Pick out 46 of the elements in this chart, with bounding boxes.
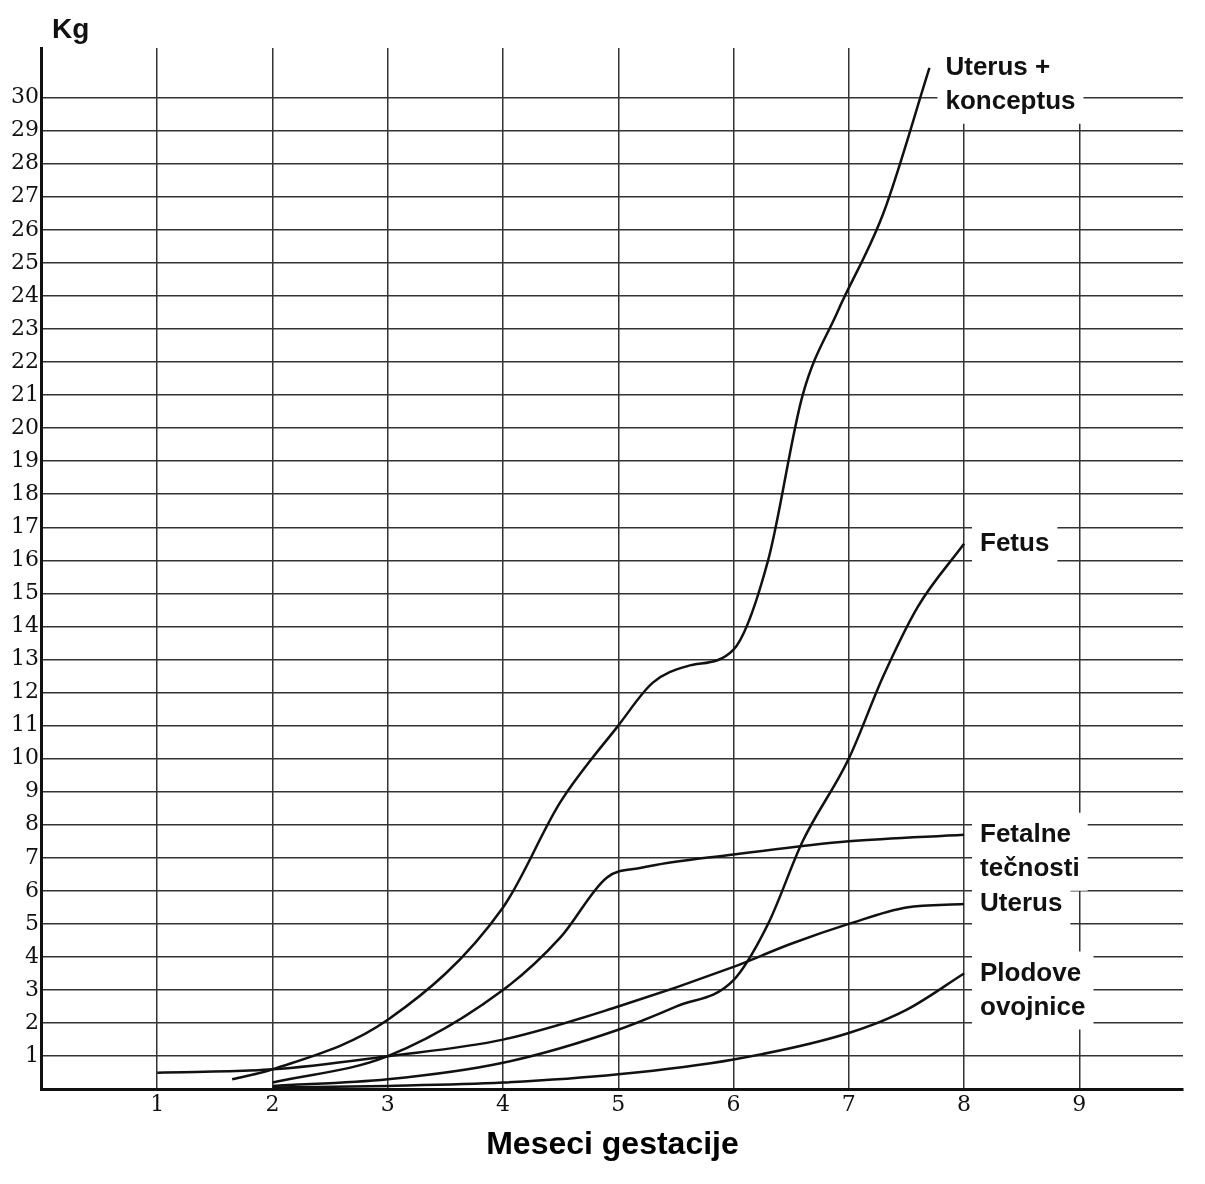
y-tick-label: 20 [10,413,39,439]
x-tick-label: 5 [611,1091,626,1117]
y-tick-label: 9 [24,777,39,803]
x-tick-label: 3 [380,1091,395,1117]
x-tick-label: 7 [841,1091,856,1117]
y-tick-label: 6 [24,876,39,902]
y-tick-label: 23 [10,314,39,340]
series-label: Fetus [980,526,1050,557]
y-tick-label: 22 [10,347,39,373]
x-tick-label: 1 [150,1091,165,1117]
series-label: Plodove ovojnice [980,956,1086,1021]
y-tick-label: 21 [10,380,39,406]
x-tick-label: 6 [726,1091,741,1117]
y-tick-label: 28 [10,149,39,175]
y-tick-label: 2 [24,1008,39,1034]
y-tick-label: 16 [10,546,39,572]
y-tick-label: 11 [10,711,39,737]
y-tick-label: 13 [10,645,39,671]
y-axis-title: Kg [51,12,90,44]
y-tick-label: 7 [24,843,39,869]
y-tick-label: 29 [10,116,39,142]
x-axis-title: Meseci gestacije [486,1124,739,1161]
y-tick-label: 1 [24,1041,39,1067]
y-tick-label: 3 [24,975,39,1001]
y-tick-label: 10 [10,744,39,770]
y-tick-label: 18 [10,479,39,505]
y-tick-label: 12 [10,678,39,704]
series-label: Fetalne tečnosti [980,817,1080,882]
series-label: Uterus [980,887,1063,918]
y-tick-label: 30 [10,83,39,109]
y-tick-label: 26 [10,215,39,241]
y-tick-label: 14 [10,612,39,638]
y-tick-label: 17 [10,513,39,538]
x-tick-label: 8 [957,1091,972,1117]
y-tick-label: 4 [24,942,39,968]
y-tick-label: 27 [10,182,39,208]
y-tick-label: 8 [24,810,39,836]
y-tick-label: 19 [10,446,39,472]
x-tick-label: 2 [265,1091,280,1117]
y-tick-label: 5 [24,909,39,935]
series-label: Uterus + konceptus [945,51,1076,115]
y-tick-label: 24 [10,281,39,307]
y-tick-label: 15 [10,579,39,605]
x-tick-label: 9 [1072,1091,1087,1117]
y-tick-label: 25 [10,248,39,274]
x-tick-label: 4 [496,1091,511,1117]
